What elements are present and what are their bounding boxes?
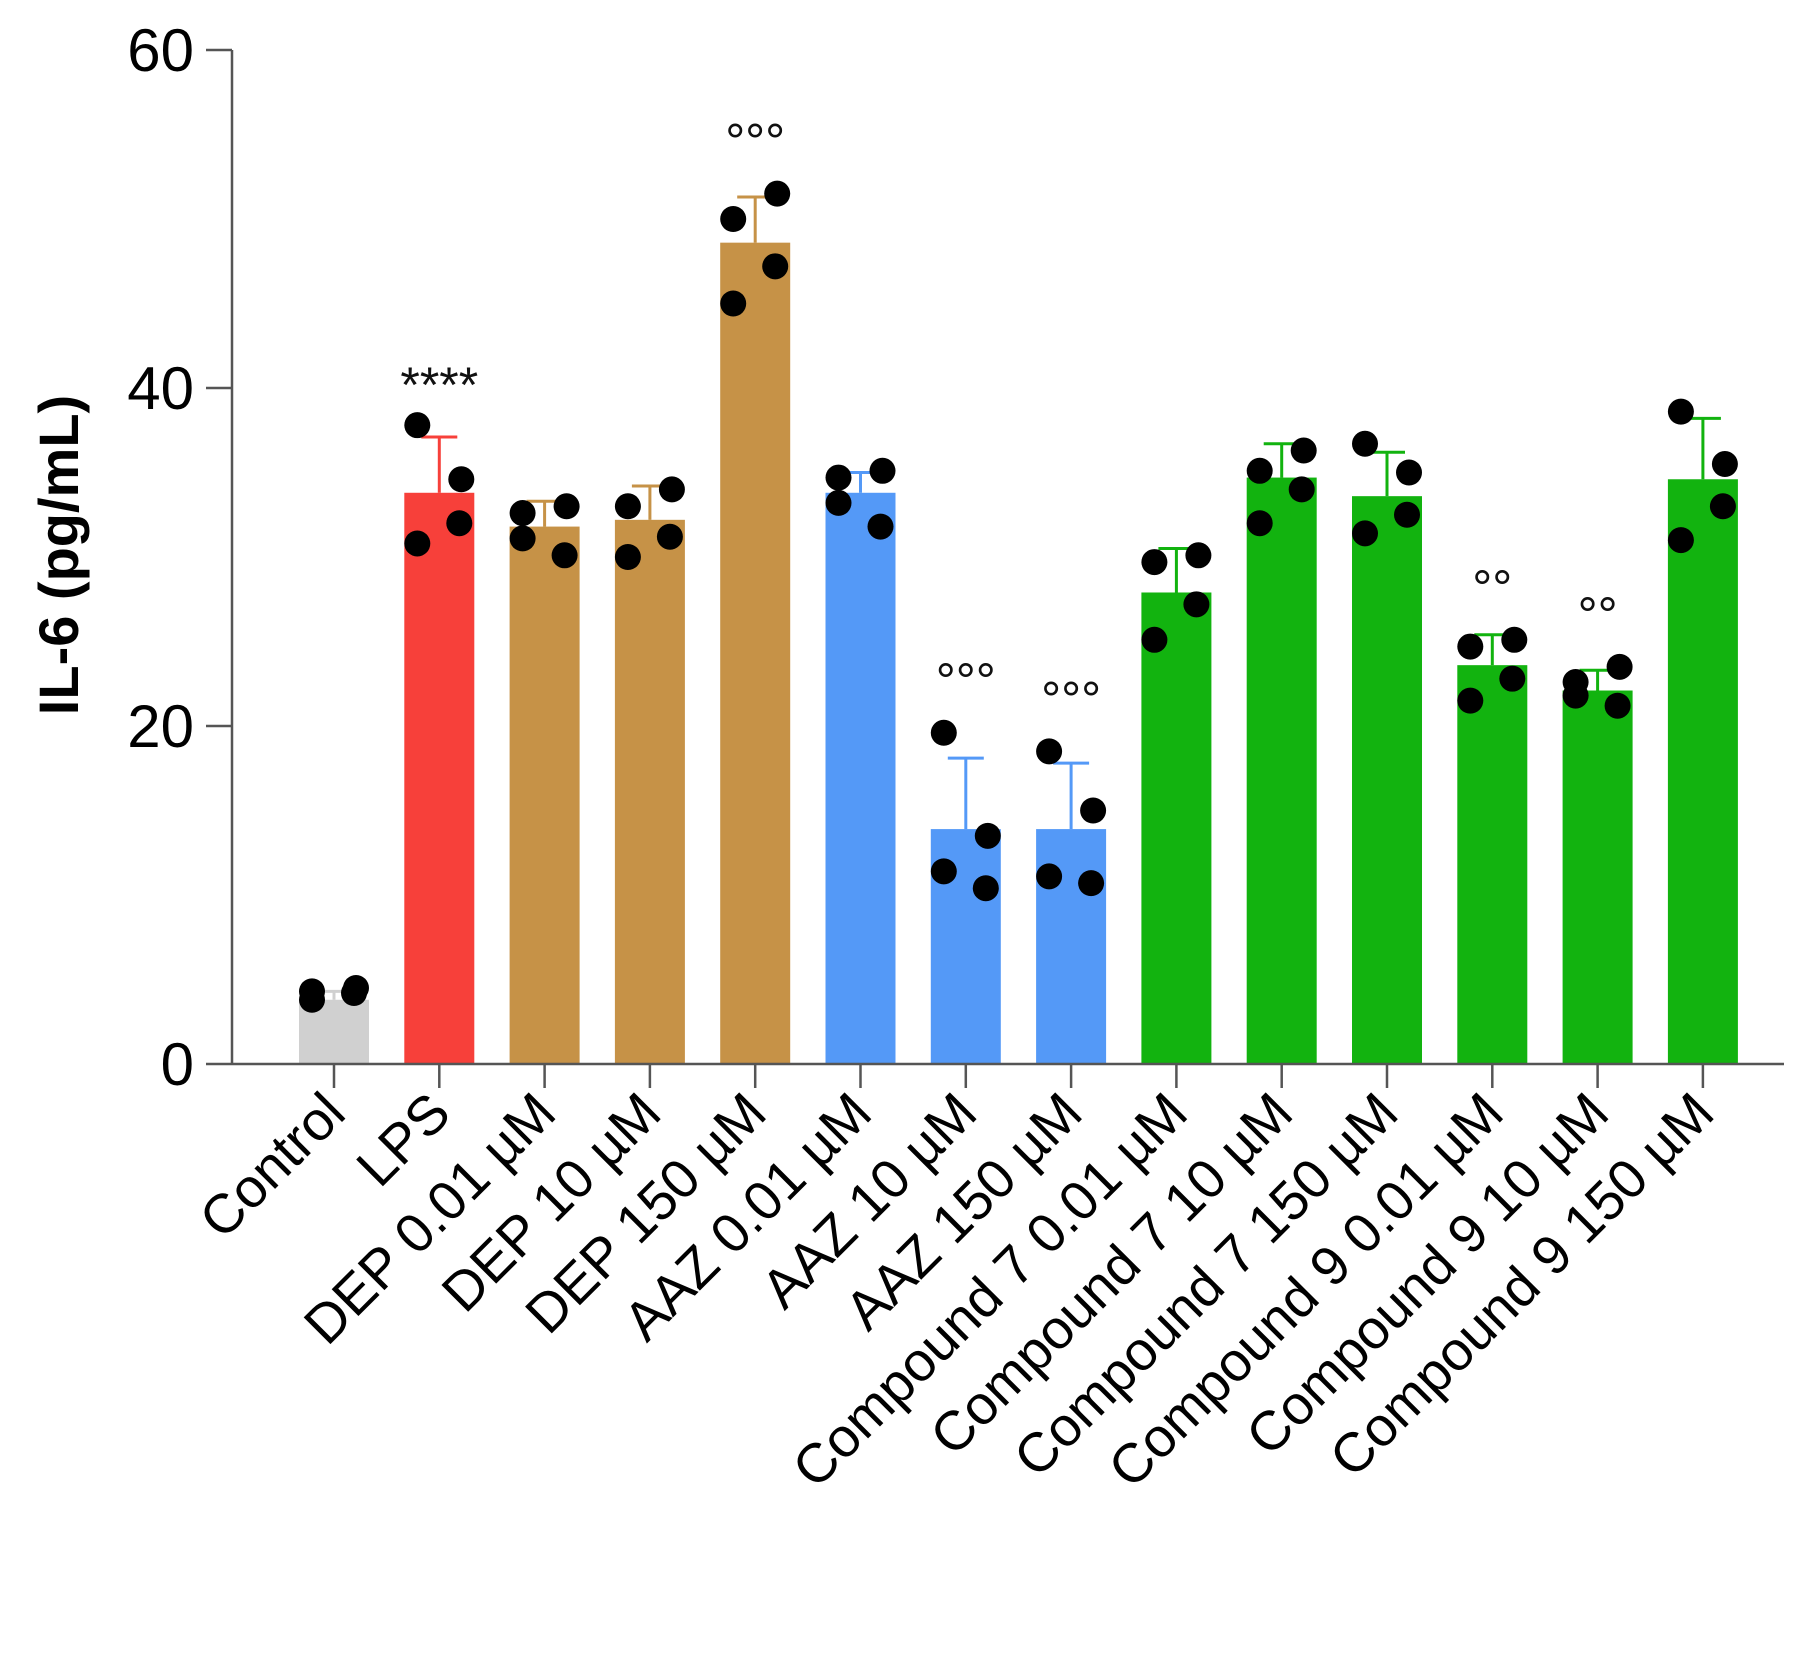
- data-points-layer: [299, 180, 1738, 1013]
- y-axis-label: IL-6 (pg/mL): [27, 395, 90, 715]
- data-point-aaz-10-um-1: [930, 719, 957, 746]
- data-point-aaz-0-01-um-3: [867, 513, 894, 540]
- significance-aaz-150-um: °°°: [1041, 671, 1101, 727]
- data-point-dep-150-um-4: [720, 290, 747, 317]
- significance-annotations: ****°°°°°° °°°°° °°: [400, 114, 1617, 728]
- data-point-compound-9-10-um-3: [1604, 692, 1631, 719]
- data-point-compound-9-150-um-4: [1667, 527, 1694, 554]
- data-point-aaz-10-um-2: [974, 822, 1001, 849]
- data-point-lps-2: [448, 466, 475, 493]
- data-point-control-3: [341, 980, 367, 1007]
- data-point-compound-7-0-01-um-4: [1141, 626, 1168, 653]
- bar-dep-150-um: [720, 242, 791, 1064]
- data-point-compound-9-0-01-um-4: [1457, 687, 1484, 714]
- data-point-lps-1: [404, 412, 431, 439]
- data-point-dep-10-um-3: [656, 523, 683, 550]
- bar-compound-7-150-um: [1352, 496, 1422, 1064]
- data-point-aaz-150-um-1: [1036, 738, 1063, 765]
- data-point-compound-9-10-um-4: [1562, 682, 1589, 709]
- data-point-dep-10-um-2: [658, 476, 685, 503]
- data-point-compound-7-150-um-1: [1352, 430, 1378, 457]
- data-point-lps-3: [446, 510, 473, 537]
- bar-dep-0-01-um: [509, 526, 580, 1064]
- data-point-dep-0-01-um-1: [509, 500, 536, 527]
- data-point-aaz-10-um-4: [930, 858, 957, 885]
- bar-compound-7-10-um: [1246, 477, 1317, 1064]
- bar-compound-9-0-01-um: [1457, 665, 1528, 1064]
- x-tick-label-control: Control: [187, 1081, 356, 1250]
- data-point-compound-7-10-um-2: [1290, 437, 1317, 464]
- significance-lps: ****: [400, 357, 478, 413]
- bars-layer: [299, 242, 1738, 1064]
- data-point-compound-9-150-um-1: [1667, 398, 1694, 425]
- data-point-compound-7-0-01-um-1: [1141, 549, 1168, 576]
- data-point-dep-0-01-um-2: [553, 493, 580, 520]
- data-point-aaz-0-01-um-2: [869, 457, 896, 484]
- y-tick-label-20: 20: [127, 693, 194, 760]
- data-point-control-4: [299, 978, 325, 1005]
- data-point-lps-4: [404, 530, 431, 557]
- data-point-dep-0-01-um-4: [509, 525, 536, 552]
- axes: [230, 50, 1784, 1066]
- data-point-dep-10-um-1: [614, 493, 641, 520]
- data-point-compound-9-10-um-2: [1606, 653, 1633, 680]
- data-point-compound-9-150-um-3: [1709, 493, 1736, 520]
- y-tick-label-60: 60: [127, 17, 194, 84]
- bar-compound-9-150-um: [1667, 479, 1738, 1064]
- data-point-dep-150-um-3: [762, 253, 789, 280]
- data-point-compound-9-150-um-2: [1711, 451, 1738, 478]
- data-point-compound-7-150-um-3: [1394, 501, 1420, 528]
- data-point-dep-150-um-1: [720, 206, 747, 232]
- data-point-aaz-150-um-3: [1078, 870, 1105, 897]
- data-point-aaz-0-01-um-4: [825, 489, 852, 516]
- data-point-aaz-10-um-3: [972, 875, 999, 902]
- significance-aaz-10-um: °°°: [936, 653, 996, 709]
- y-ticks: 0 20 40 60: [127, 17, 232, 1098]
- data-point-compound-7-0-01-um-3: [1183, 591, 1210, 618]
- bar-aaz-0-01-um: [825, 492, 896, 1064]
- data-point-compound-7-10-um-3: [1288, 476, 1315, 503]
- data-point-dep-0-01-um-3: [551, 542, 578, 569]
- data-point-compound-7-0-01-um-2: [1185, 542, 1212, 569]
- bar-lps: [404, 492, 475, 1064]
- significance-compound-9-10-um: °°: [1578, 587, 1618, 643]
- y-tick-label-0: 0: [161, 1031, 194, 1098]
- significance-dep-150-um: °°°: [725, 114, 785, 170]
- data-point-compound-7-150-um-2: [1396, 459, 1422, 486]
- data-point-compound-7-10-um-1: [1246, 457, 1273, 484]
- data-point-aaz-150-um-2: [1080, 797, 1107, 824]
- y-tick-label-40: 40: [127, 355, 194, 422]
- bar-compound-7-0-01-um: [1141, 592, 1212, 1064]
- bar-compound-9-10-um: [1562, 690, 1633, 1064]
- data-point-aaz-0-01-um-1: [825, 464, 852, 491]
- data-point-compound-9-0-01-um-1: [1457, 633, 1484, 660]
- data-point-compound-9-0-01-um-3: [1499, 665, 1526, 692]
- data-point-compound-7-10-um-4: [1246, 510, 1273, 537]
- bar-dep-10-um: [614, 519, 685, 1064]
- data-point-dep-150-um-2: [764, 180, 791, 207]
- data-point-aaz-150-um-4: [1036, 863, 1063, 890]
- data-point-compound-7-150-um-4: [1352, 520, 1378, 547]
- data-point-dep-10-um-4: [614, 544, 641, 570]
- data-point-compound-9-0-01-um-2: [1501, 626, 1528, 653]
- significance-compound-9-0-01-um: °°: [1472, 560, 1512, 616]
